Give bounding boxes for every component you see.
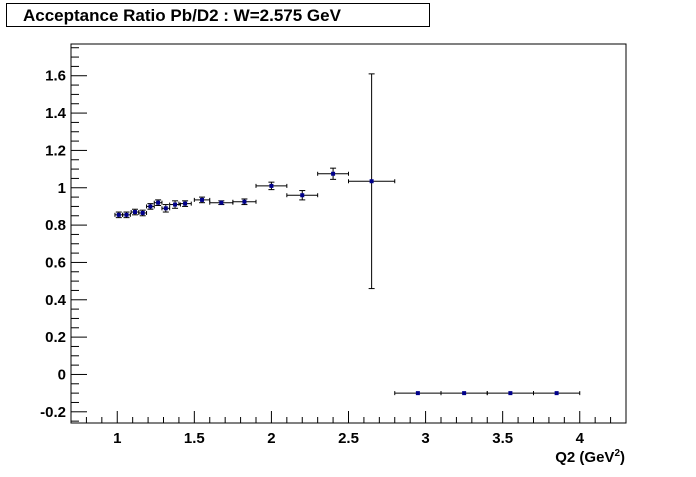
- data-point: [348, 73, 396, 290]
- y-tick-label: 0: [58, 366, 66, 383]
- data-point: [161, 204, 171, 213]
- y-tick-label: 0.2: [45, 329, 66, 346]
- marker: [369, 179, 374, 184]
- data-point: [317, 167, 349, 180]
- x-tick-label: 4: [576, 430, 585, 447]
- data-point: [193, 196, 211, 204]
- marker: [163, 206, 168, 211]
- marker: [300, 193, 305, 198]
- marker: [132, 210, 137, 215]
- data-point: [440, 391, 488, 396]
- data-point: [232, 198, 257, 206]
- y-tick-label: 1: [58, 180, 66, 197]
- data-point: [130, 208, 140, 216]
- data-point: [169, 200, 181, 209]
- data-point: [286, 190, 319, 201]
- y-tick-label: 0.8: [45, 217, 66, 234]
- x-tick-label: 1.5: [184, 430, 205, 447]
- data-point: [533, 391, 581, 396]
- data-point: [122, 211, 131, 219]
- marker: [242, 199, 247, 204]
- y-tick-label: 1.2: [45, 142, 66, 159]
- marker: [462, 391, 467, 396]
- data-point: [153, 199, 163, 206]
- marker: [183, 201, 188, 206]
- frame: [70, 43, 627, 424]
- x-tick-label: 2.5: [338, 430, 359, 447]
- data-series: [114, 73, 581, 396]
- marker: [124, 212, 129, 217]
- data-point: [114, 211, 124, 219]
- marker: [269, 183, 274, 188]
- marker: [148, 204, 153, 209]
- x-tick-label: 3: [421, 430, 429, 447]
- y-tick-label: -0.2: [40, 404, 66, 421]
- x-axis-label-end: ): [620, 449, 625, 466]
- marker: [219, 200, 224, 205]
- chart-title: Acceptance Ratio Pb/D2 : W=2.575 GeV: [23, 6, 341, 25]
- marker: [116, 212, 121, 217]
- x-axis: 1 1.5 2 2.5 3 3.5 4: [70, 411, 627, 447]
- x-tick-label: 3.5: [492, 430, 513, 447]
- data-point: [178, 200, 192, 207]
- marker: [156, 200, 161, 205]
- y-tick-label: 0.4: [45, 292, 67, 309]
- data-point: [255, 181, 288, 191]
- marker: [331, 171, 336, 176]
- data-point: [146, 203, 155, 210]
- x-axis-label-superscript: 2: [614, 448, 620, 459]
- y-tick-label: 0.6: [45, 254, 66, 271]
- data-point: [394, 391, 442, 396]
- marker: [173, 202, 178, 207]
- marker: [200, 197, 205, 202]
- x-tick-label: 2: [267, 430, 275, 447]
- y-tick-label: 1.4: [45, 105, 67, 122]
- x-tick-label: 1: [113, 430, 121, 447]
- data-point: [138, 209, 148, 217]
- marker: [554, 391, 559, 396]
- x-axis-label-main: Q2 (GeV: [555, 449, 614, 466]
- title-box: Acceptance Ratio Pb/D2 : W=2.575 GeV: [6, 3, 430, 27]
- y-axis: -0.2 0 0.2 0.4 0.6 0.8 1 1.2 1.4 1.6: [40, 47, 87, 422]
- marker: [508, 391, 513, 396]
- marker: [415, 391, 420, 396]
- data-point: [486, 391, 534, 396]
- marker: [140, 210, 145, 215]
- y-tick-label: 1.6: [45, 68, 66, 85]
- data-point: [209, 200, 234, 206]
- x-axis-label: Q2 (GeV2): [555, 448, 625, 466]
